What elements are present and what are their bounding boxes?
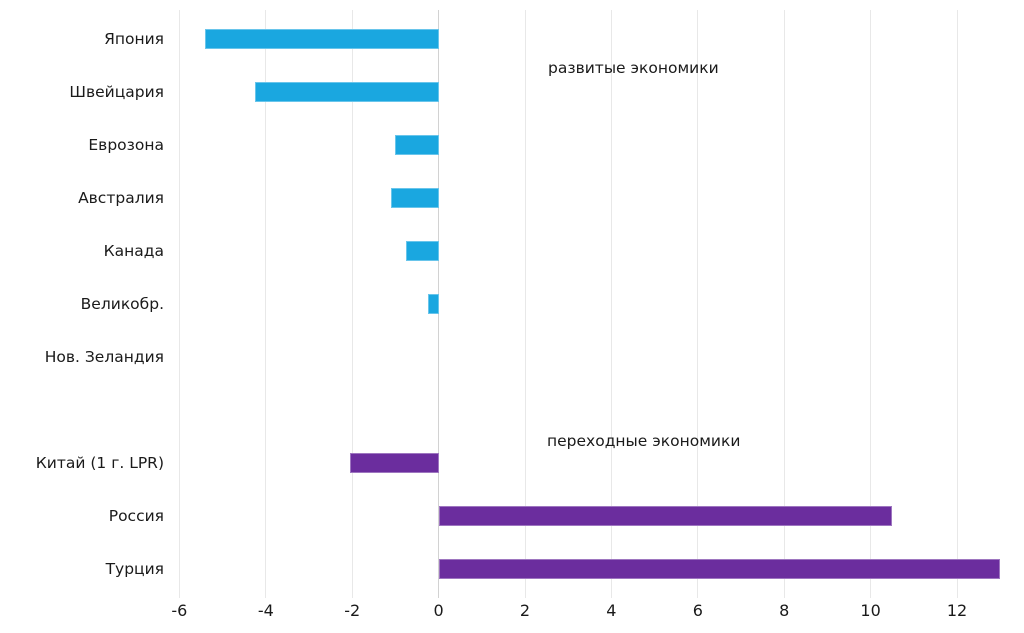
bar-developed: [205, 29, 439, 49]
x-axis-tick-label: 8: [779, 601, 790, 620]
y-axis-category-label: Япония: [104, 30, 164, 48]
y-axis-category-label: Россия: [108, 507, 164, 525]
y-axis-category-label: Нов. Зеландия: [44, 348, 164, 366]
x-gridline: [697, 10, 699, 598]
x-gridline: [265, 10, 267, 598]
x-gridline: [351, 10, 353, 598]
x-gridline: [524, 10, 526, 598]
x-gridline: [956, 10, 958, 598]
x-axis-tick-label: -4: [257, 601, 274, 620]
x-axis-tick-label: -6: [171, 601, 188, 620]
bar-transition: [350, 453, 439, 473]
bar-developed: [255, 82, 439, 102]
x-axis-tick-label: 6: [692, 601, 703, 620]
y-axis-category-label: Турция: [105, 560, 164, 578]
zero-axis-line: [438, 10, 440, 598]
x-axis-tick-label: 12: [946, 601, 968, 620]
bar-developed: [395, 135, 439, 155]
annotation-transition-economies: переходные экономики: [547, 432, 741, 450]
y-axis-category-label: Великобр.: [80, 295, 164, 313]
x-axis-tick-label: 2: [519, 601, 531, 620]
y-axis-category-label: Швейцария: [69, 83, 164, 101]
bar-developed: [427, 294, 439, 314]
x-axis-tick-label: 10: [860, 601, 881, 620]
x-axis-tick-label: -2: [344, 601, 361, 620]
bar-transition: [438, 559, 1001, 579]
x-gridline: [610, 10, 612, 598]
x-gridline: [870, 10, 872, 598]
annotation-developed-economies: развитые экономики: [548, 59, 719, 77]
x-gridline: [783, 10, 785, 598]
bar-developed: [406, 241, 439, 261]
y-axis-category-label: Канада: [103, 242, 164, 260]
y-axis-category-label: Еврозона: [88, 136, 164, 154]
bar-developed: [391, 188, 439, 208]
y-axis-category-label: Китай (1 г. LPR): [35, 454, 164, 472]
y-axis-category-label: Австралия: [78, 189, 164, 207]
bar-transition: [438, 506, 893, 526]
x-gridline: [178, 10, 180, 598]
x-axis-tick-label: 4: [606, 601, 617, 620]
x-axis-tick-label: 0: [433, 601, 444, 620]
